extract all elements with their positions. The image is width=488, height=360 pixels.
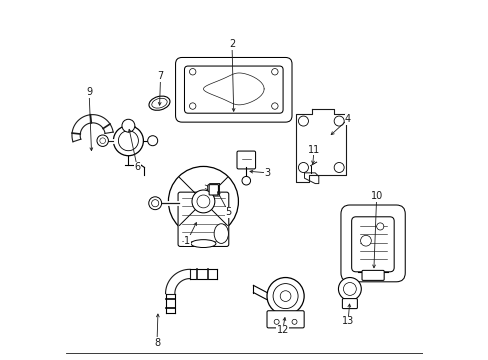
- Text: 12: 12: [276, 325, 288, 335]
- Text: 11: 11: [307, 145, 320, 155]
- Ellipse shape: [149, 96, 170, 110]
- Circle shape: [298, 116, 308, 126]
- Circle shape: [266, 278, 304, 315]
- Text: 9: 9: [86, 87, 92, 98]
- Circle shape: [147, 136, 157, 146]
- Circle shape: [333, 162, 344, 172]
- Text: 5: 5: [225, 207, 231, 217]
- Circle shape: [271, 103, 278, 109]
- FancyBboxPatch shape: [184, 66, 283, 113]
- Circle shape: [151, 200, 159, 207]
- Ellipse shape: [151, 98, 167, 108]
- Circle shape: [148, 197, 162, 210]
- Circle shape: [122, 119, 135, 132]
- Circle shape: [291, 319, 296, 324]
- FancyBboxPatch shape: [361, 270, 384, 280]
- Circle shape: [189, 68, 196, 75]
- Circle shape: [272, 284, 298, 309]
- Ellipse shape: [214, 224, 228, 243]
- Text: 2: 2: [228, 39, 235, 49]
- Circle shape: [376, 223, 383, 230]
- Text: 1: 1: [184, 236, 190, 246]
- FancyBboxPatch shape: [175, 58, 291, 122]
- Circle shape: [338, 278, 361, 300]
- FancyBboxPatch shape: [351, 217, 393, 272]
- Text: 6: 6: [134, 162, 140, 172]
- Circle shape: [280, 291, 290, 301]
- Circle shape: [189, 103, 196, 109]
- FancyBboxPatch shape: [209, 185, 218, 195]
- Text: 8: 8: [154, 338, 160, 347]
- Text: 13: 13: [341, 316, 353, 326]
- FancyBboxPatch shape: [266, 311, 304, 328]
- Circle shape: [271, 68, 278, 75]
- Text: 10: 10: [370, 191, 382, 201]
- Circle shape: [343, 283, 356, 296]
- Circle shape: [197, 195, 209, 208]
- Circle shape: [113, 126, 143, 156]
- Circle shape: [274, 319, 279, 324]
- Ellipse shape: [190, 240, 216, 248]
- Circle shape: [118, 131, 138, 151]
- Circle shape: [97, 135, 108, 147]
- FancyBboxPatch shape: [237, 151, 255, 169]
- Circle shape: [298, 162, 308, 172]
- FancyBboxPatch shape: [178, 192, 228, 247]
- Polygon shape: [72, 114, 113, 142]
- Circle shape: [360, 235, 370, 246]
- Circle shape: [242, 176, 250, 185]
- Text: 3: 3: [264, 168, 270, 178]
- Circle shape: [100, 138, 105, 144]
- Circle shape: [333, 116, 344, 126]
- FancyBboxPatch shape: [340, 205, 405, 282]
- Text: 4: 4: [345, 114, 350, 124]
- Circle shape: [192, 190, 214, 213]
- Circle shape: [168, 166, 238, 237]
- Text: 7: 7: [157, 71, 163, 81]
- FancyBboxPatch shape: [342, 298, 357, 309]
